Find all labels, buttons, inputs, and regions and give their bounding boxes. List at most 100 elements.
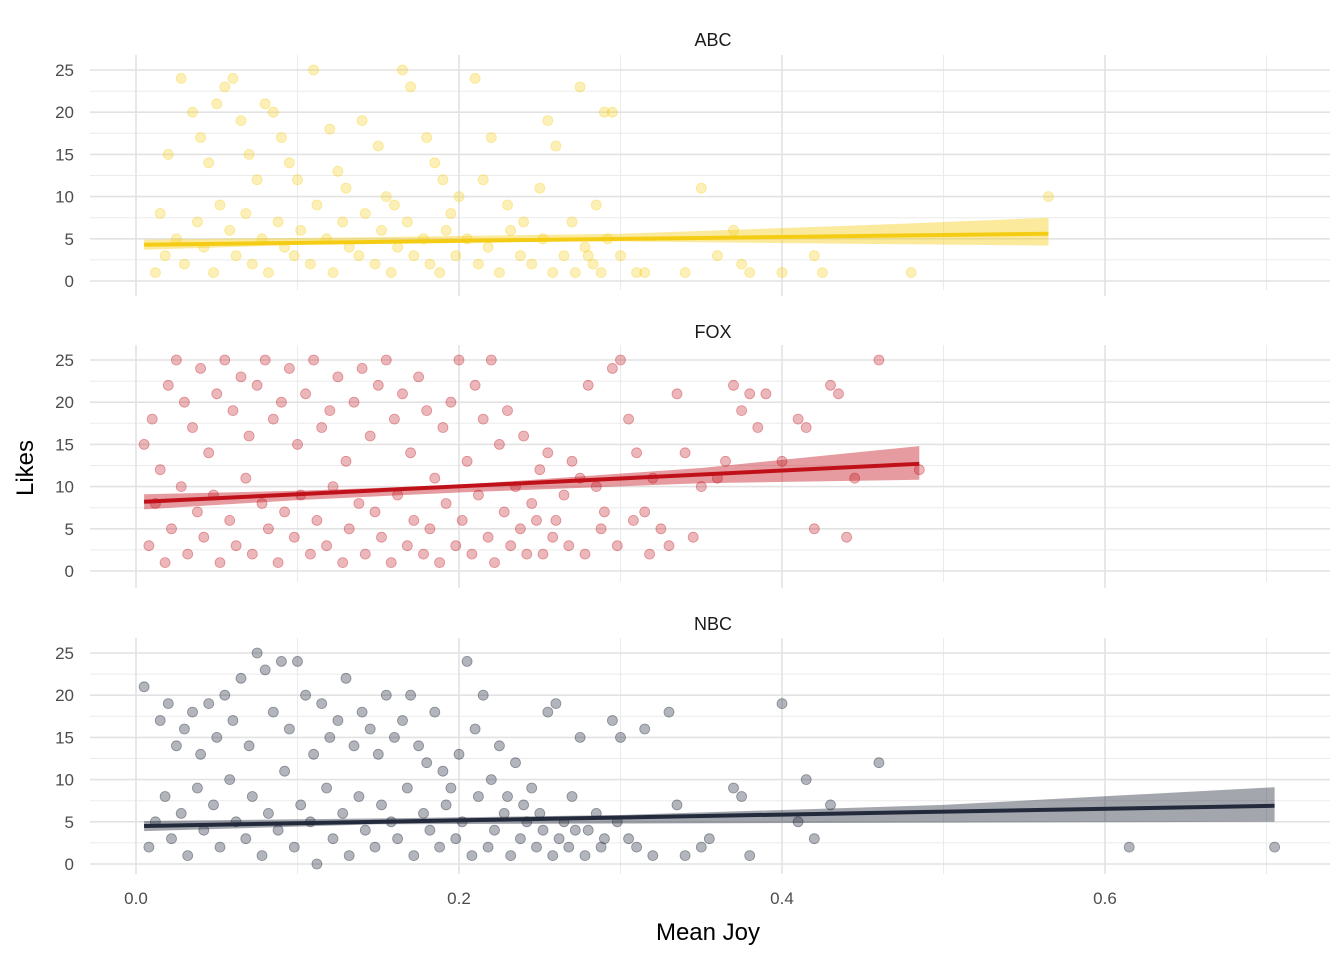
data-point <box>187 106 198 118</box>
data-point <box>450 540 462 552</box>
data-point <box>182 548 194 560</box>
data-point <box>279 506 291 518</box>
data-point <box>392 833 404 845</box>
data-point <box>203 447 215 459</box>
data-point <box>825 379 836 391</box>
data-point <box>292 438 303 450</box>
data-point <box>337 557 349 568</box>
data-point <box>590 199 602 211</box>
data-point <box>380 689 392 701</box>
data-point <box>615 354 626 366</box>
data-point <box>246 258 258 270</box>
data-point <box>655 523 667 535</box>
data-point <box>308 64 320 76</box>
data-point <box>736 791 747 802</box>
data-point <box>550 515 562 526</box>
data-point <box>720 455 731 467</box>
data-point <box>515 523 526 535</box>
data-point <box>639 506 651 518</box>
trend-line <box>143 461 920 504</box>
data-point <box>369 506 381 518</box>
data-point <box>332 371 344 383</box>
data-point <box>311 515 323 526</box>
data-point <box>353 791 365 802</box>
data-point <box>380 354 392 366</box>
data-point <box>631 447 642 459</box>
data-point <box>195 748 207 760</box>
data-point <box>267 413 279 425</box>
y-tick-label: 5 <box>65 520 74 539</box>
data-point <box>332 715 344 726</box>
data-point <box>418 808 429 819</box>
data-point <box>569 267 581 279</box>
data-point <box>182 850 194 861</box>
data-point <box>308 748 320 760</box>
data-point <box>1043 191 1054 203</box>
data-point <box>526 498 538 509</box>
data-point <box>149 267 161 279</box>
data-point <box>466 850 478 861</box>
data-point <box>744 850 756 861</box>
data-point <box>695 182 707 194</box>
data-point <box>521 548 533 560</box>
data-point <box>369 258 381 270</box>
data-point <box>300 689 312 701</box>
data-point <box>178 396 190 408</box>
data-point <box>267 106 279 118</box>
data-point <box>219 81 231 93</box>
data-point <box>275 132 287 143</box>
data-point <box>397 388 408 400</box>
data-point <box>429 706 441 718</box>
data-point <box>736 258 747 270</box>
data-point <box>647 850 659 861</box>
data-point <box>469 379 481 391</box>
data-point <box>736 405 747 417</box>
data-point <box>372 748 384 760</box>
data-point <box>663 540 675 552</box>
data-point <box>162 379 174 391</box>
data-point <box>295 224 307 236</box>
data-point <box>450 250 462 262</box>
y-tick-label: 25 <box>55 61 74 80</box>
data-point <box>607 715 618 726</box>
data-point <box>256 850 268 861</box>
data-point <box>262 267 274 279</box>
data-point <box>359 208 371 219</box>
data-point <box>808 523 820 535</box>
data-point <box>472 791 484 802</box>
y-tick-label: 20 <box>55 103 74 122</box>
data-point <box>498 506 510 518</box>
data-point <box>569 824 581 836</box>
data-point <box>246 548 258 560</box>
data-point <box>353 498 365 509</box>
panel-title-nbc: NBC <box>694 614 732 634</box>
data-point <box>187 422 198 433</box>
data-point <box>170 740 182 752</box>
data-point <box>275 656 287 667</box>
data-point <box>224 515 236 526</box>
data-point <box>283 362 295 374</box>
data-point <box>191 506 203 518</box>
data-point <box>311 199 323 211</box>
data-point <box>542 447 554 459</box>
data-point <box>440 224 452 236</box>
data-point <box>574 81 586 93</box>
data-point <box>563 841 575 853</box>
data-point <box>230 540 242 552</box>
data-point <box>275 396 287 408</box>
data-point <box>405 81 417 93</box>
data-point <box>595 523 607 535</box>
data-point <box>424 523 436 535</box>
data-point <box>227 715 239 726</box>
data-point <box>246 791 258 802</box>
data-point <box>343 850 355 861</box>
data-point <box>159 791 171 802</box>
panel-marks-fox <box>138 354 925 568</box>
data-point <box>489 557 500 568</box>
data-point <box>219 689 231 701</box>
data-point <box>445 396 457 408</box>
data-point <box>364 723 376 735</box>
data-point <box>170 354 182 366</box>
